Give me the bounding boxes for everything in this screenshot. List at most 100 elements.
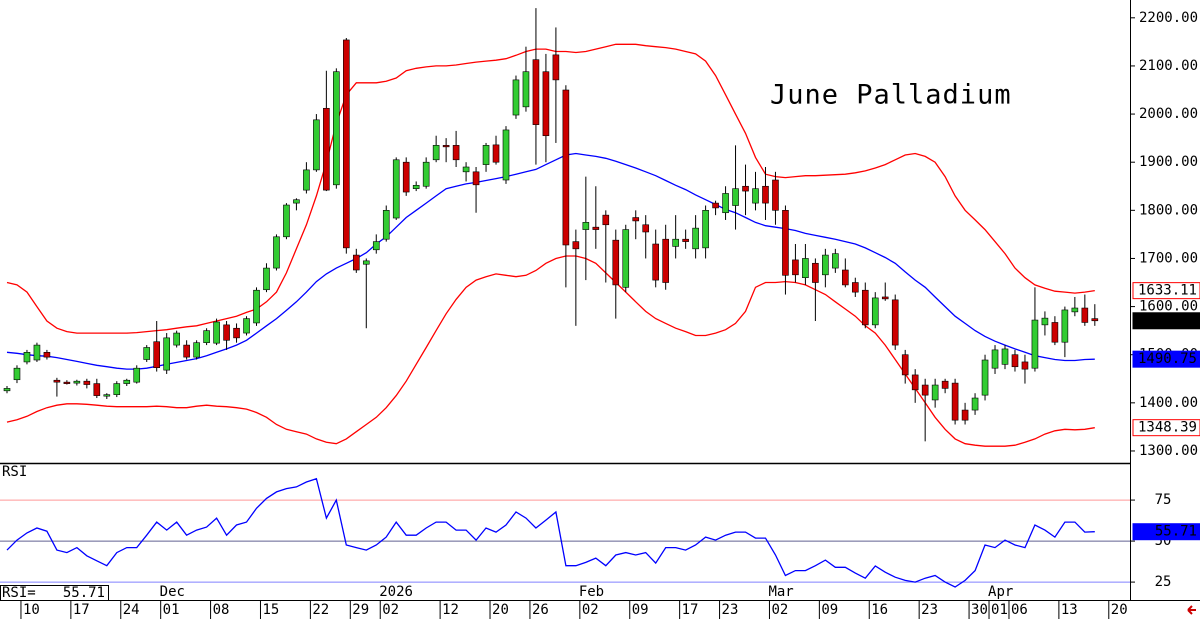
y-tick-label: 1800.00 (1139, 202, 1198, 218)
x-tick-label: 16 (871, 602, 888, 618)
candle-body (762, 185, 769, 204)
x-tick-label: 23 (921, 602, 938, 618)
candle-body (632, 217, 640, 222)
candle-body (263, 267, 270, 291)
candle-body (432, 145, 440, 161)
candle-body (352, 254, 360, 271)
candle-body (343, 39, 350, 249)
rsi-readout-label: RSI= (2, 585, 36, 601)
band-middle (6, 152, 1095, 370)
candle-body (422, 161, 430, 187)
candle-body (113, 383, 121, 395)
candle-body (692, 227, 699, 250)
candle-body (672, 238, 679, 247)
candle-body (722, 193, 729, 214)
candle-body (522, 71, 530, 108)
value-badge (1132, 312, 1200, 330)
candle-body (622, 229, 630, 288)
x-tick-label: 09 (632, 602, 649, 618)
candle-body (921, 384, 929, 396)
candle-body (103, 394, 111, 397)
y-tick-label: 1400.00 (1139, 395, 1198, 411)
x-tick-label: 02 (382, 602, 399, 618)
month-label: Apr (988, 584, 1013, 600)
candle-body (1061, 309, 1069, 343)
x-tick-label: 08 (213, 602, 230, 618)
rsi-tick-label: 75 (1155, 492, 1172, 508)
candle-body (73, 380, 81, 384)
candle-body (782, 210, 789, 276)
candle-body (183, 344, 190, 358)
candle-body (233, 327, 240, 339)
x-tick-label: 29 (352, 602, 369, 618)
candle-body (832, 253, 839, 269)
candle-body (382, 210, 390, 240)
candle-body (33, 344, 41, 361)
candle-body (562, 89, 570, 246)
value-badge-label: 55.71 (1155, 524, 1197, 540)
candle-body (842, 269, 849, 286)
y-tick-label: 1300.00 (1139, 443, 1198, 459)
x-tick-label: 10 (23, 602, 40, 618)
candle-body (792, 259, 799, 276)
y-tick-label: 2000.00 (1139, 106, 1198, 122)
candle-body (951, 382, 959, 421)
candle-body (931, 384, 939, 401)
x-tick-label: 30 (971, 602, 988, 618)
candle-body (1071, 307, 1079, 313)
rsi-readout-value: 55.71 (63, 585, 105, 601)
candle-body (3, 388, 11, 392)
candle-body (163, 337, 170, 371)
month-label: Dec (160, 584, 185, 600)
candle-body (901, 354, 909, 376)
x-tick-label: 20 (1111, 602, 1128, 618)
candle-body (83, 380, 91, 385)
candle-body (851, 282, 859, 293)
candle-body (243, 318, 250, 334)
x-tick-label: 17 (73, 602, 90, 618)
candle-body (642, 224, 650, 233)
value-badge (1132, 523, 1200, 541)
candle-body (153, 341, 160, 369)
value-badge (1132, 419, 1200, 437)
candle-body (203, 330, 210, 343)
candle-body (941, 380, 949, 389)
candle-body (712, 202, 719, 209)
candle-body (333, 71, 340, 186)
x-tick-label: 22 (312, 602, 329, 618)
candle-body (532, 59, 540, 125)
candle-body (253, 289, 260, 324)
candle-body (612, 239, 620, 286)
value-badge (1132, 350, 1200, 368)
candle-body (752, 188, 759, 204)
candle-body (991, 349, 999, 369)
candle-body (602, 214, 610, 226)
candle-body (173, 332, 180, 346)
candle-body (961, 409, 969, 421)
candle-body (702, 210, 709, 249)
rsi-label: RSI (2, 464, 27, 480)
candle-body (871, 297, 879, 326)
candle-body (402, 161, 410, 193)
candle-body (911, 374, 919, 391)
candle-body (592, 226, 600, 230)
candle-body (732, 188, 739, 206)
candle-body (662, 238, 669, 283)
candle-body (93, 383, 101, 396)
candle-body (812, 262, 819, 283)
x-tick-label: 09 (821, 602, 838, 618)
x-tick-label: 20 (492, 602, 509, 618)
candle-body (502, 129, 510, 181)
candle-body (861, 289, 869, 326)
candle-body (283, 204, 290, 238)
x-tick-label: 06 (1011, 602, 1028, 618)
candle-body (881, 296, 889, 300)
candle-body (193, 342, 200, 358)
candle-body (742, 185, 749, 192)
value-badge-label: 1490.75 (1138, 351, 1197, 367)
candle-body (492, 144, 500, 163)
chart-title: June Palladium (770, 80, 1012, 111)
